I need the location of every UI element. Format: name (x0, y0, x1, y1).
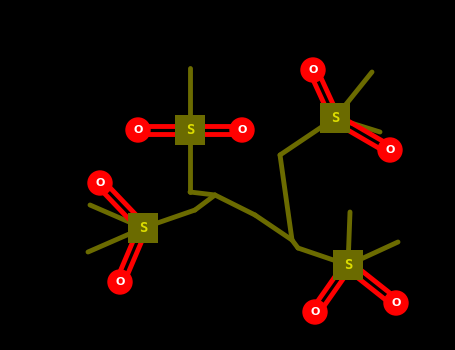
Text: O: O (133, 125, 143, 135)
Circle shape (384, 291, 408, 315)
Text: O: O (115, 277, 125, 287)
FancyBboxPatch shape (320, 103, 350, 133)
Text: S: S (331, 111, 339, 125)
Circle shape (303, 300, 327, 324)
Text: S: S (139, 221, 147, 235)
Text: S: S (344, 258, 352, 272)
Text: O: O (308, 65, 318, 75)
Circle shape (126, 118, 150, 142)
Circle shape (88, 171, 112, 195)
Text: O: O (310, 307, 320, 317)
Text: O: O (385, 145, 394, 155)
Circle shape (378, 138, 402, 162)
Circle shape (301, 58, 325, 82)
Text: O: O (391, 298, 401, 308)
Circle shape (230, 118, 254, 142)
FancyBboxPatch shape (175, 115, 205, 145)
Text: O: O (95, 178, 105, 188)
Circle shape (108, 270, 132, 294)
FancyBboxPatch shape (333, 250, 363, 280)
FancyBboxPatch shape (128, 213, 158, 243)
Text: S: S (186, 123, 194, 137)
Text: O: O (238, 125, 247, 135)
